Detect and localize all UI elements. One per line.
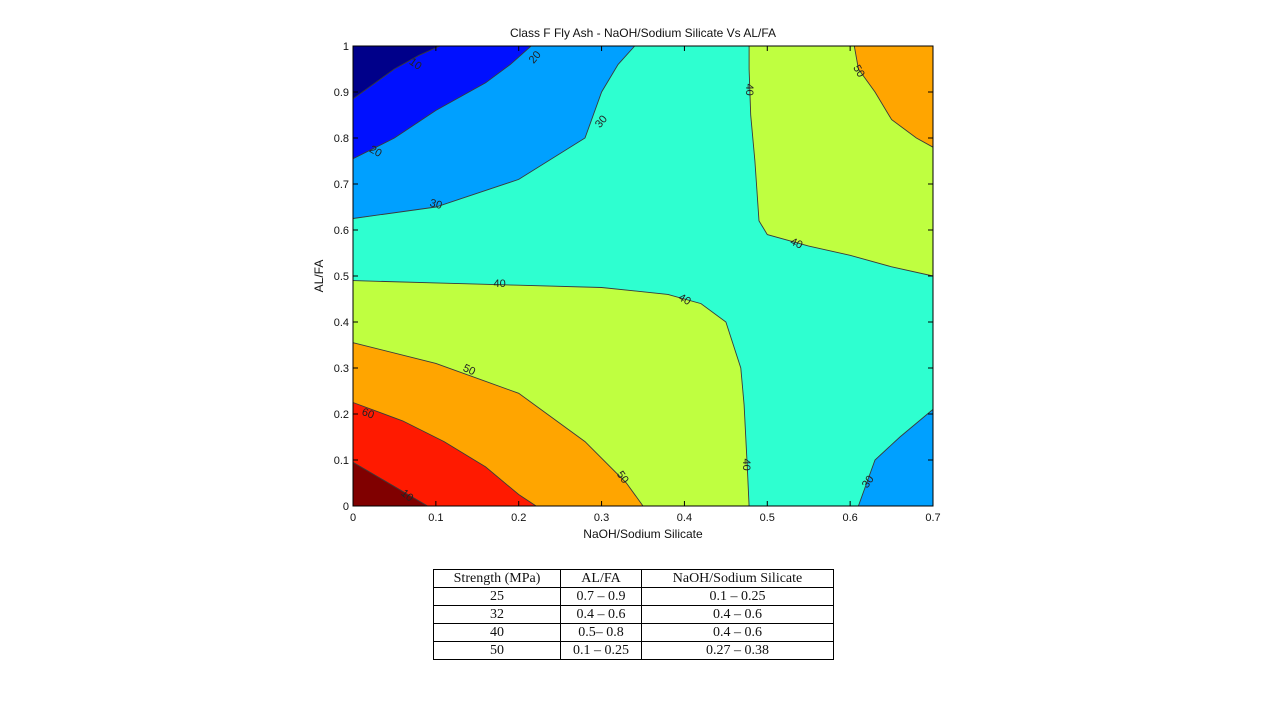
y-tick-label: 0.1 (334, 455, 349, 467)
contour-line (853, 45, 934, 148)
table-cell: 0.4 – 0.6 (641, 623, 834, 642)
x-tick-label: 0.5 (760, 512, 775, 524)
table-cell: 0.4 – 0.6 (641, 605, 834, 624)
contour-label: 30 (428, 197, 443, 212)
contour-label: 60 (360, 406, 376, 421)
header-naoh-ratio: NaOH/Sodium Silicate (641, 569, 834, 588)
x-axis-label: NaOH/Sodium Silicate (583, 527, 703, 541)
contour-label: 40 (676, 292, 693, 309)
table-cell: 0.1 – 0.25 (641, 587, 834, 606)
plot-regions (352, 45, 934, 507)
y-axis: 0 0.1 0.2 0.3 0.4 0.5 0.6 0.7 0.8 0.9 1 (334, 41, 933, 513)
table-cell: 50 (433, 641, 561, 660)
table-cell: 40 (433, 623, 561, 642)
header-strength: Strength (MPa) (433, 569, 561, 588)
chart-title: Class F Fly Ash - NaOH/Sodium Silicate V… (510, 26, 776, 40)
y-axis-label: AL/FA (312, 260, 326, 293)
table-row: 40 0.5– 0.8 0.4 – 0.6 (433, 623, 834, 642)
table-header-row: Strength (MPa) AL/FA NaOH/Sodium Silicat… (433, 569, 834, 588)
header-al-fa: AL/FA (560, 569, 642, 588)
y-tick-label: 0.7 (334, 179, 349, 191)
contour-label: 40 (743, 84, 755, 96)
contour-line (352, 461, 428, 507)
table-cell: 25 (433, 587, 561, 606)
x-tick-label: 0 (350, 512, 356, 524)
contour-label: 40 (740, 458, 752, 470)
x-tick-label: 0.4 (677, 512, 692, 524)
table-cell: 0.5– 0.8 (560, 623, 642, 642)
x-tick-label: 0.3 (594, 512, 609, 524)
y-tick-label: 1 (343, 41, 349, 53)
contour-chart: Class F Fly Ash - NaOH/Sodium Silicate V… (312, 26, 941, 541)
contour-label: 40 (494, 278, 506, 290)
table-row: 25 0.7 – 0.9 0.1 – 0.25 (433, 587, 834, 606)
contour-line (352, 45, 636, 219)
y-tick-label: 0.9 (334, 87, 349, 99)
contour-label: 20 (367, 143, 384, 160)
contour-label: 40 (788, 236, 804, 252)
contour-line (352, 280, 750, 507)
contour-label: 50 (850, 63, 867, 80)
table-row: 50 0.1 – 0.25 0.27 – 0.38 (433, 641, 834, 660)
y-tick-label: 0 (343, 501, 349, 513)
table-cell: 0.7 – 0.9 (560, 587, 642, 606)
y-tick-label: 0.5 (334, 271, 349, 283)
contour-label: 50 (461, 362, 477, 378)
x-tick-label: 0.1 (428, 512, 443, 524)
contour-line (857, 409, 934, 507)
contour-line (748, 46, 934, 277)
y-tick-label: 0.6 (334, 225, 349, 237)
contour-label: 50 (614, 469, 631, 486)
y-tick-label: 0.8 (334, 133, 349, 145)
x-tick-label: 0.2 (511, 512, 526, 524)
strength-table: Strength (MPa) AL/FA NaOH/Sodium Silicat… (433, 569, 834, 660)
contour-lines (352, 45, 934, 507)
table-cell: 0.4 – 0.6 (560, 605, 642, 624)
contour-line (352, 45, 441, 100)
table-row: 32 0.4 – 0.6 0.4 – 0.6 (433, 605, 834, 624)
x-tick-label: 0.6 (842, 512, 857, 524)
y-tick-label: 0.4 (334, 317, 349, 329)
contour-line (352, 45, 532, 160)
y-tick-label: 0.2 (334, 409, 349, 421)
contour-line (352, 402, 537, 507)
contour-label: 10 (407, 56, 424, 73)
y-tick-label: 0.3 (334, 363, 349, 375)
table-cell: 0.27 – 0.38 (641, 641, 834, 660)
x-axis: 0 0.1 0.2 0.3 0.4 0.5 0.6 0.7 (350, 46, 941, 524)
contour-label: 30 (860, 474, 877, 491)
contour-line (352, 342, 644, 507)
table-cell: 32 (433, 605, 561, 624)
x-tick-label: 0.7 (925, 512, 940, 524)
table-cell: 0.1 – 0.25 (560, 641, 642, 660)
